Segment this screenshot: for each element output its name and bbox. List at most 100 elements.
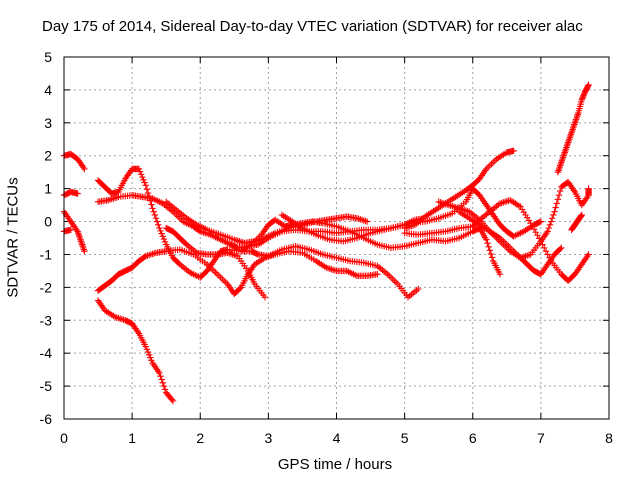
data-point — [542, 247, 550, 255]
data-point — [159, 379, 166, 386]
data-point — [579, 95, 586, 102]
data-point — [140, 176, 147, 184]
data-point — [144, 189, 152, 197]
data-point — [483, 236, 490, 243]
axis-tick-labels: 0 1 2 3 4 5 6 7 8 -6 -5 -4 -3 -2 -1 0 1 2 3 4 5 — [40, 49, 614, 446]
data-point — [161, 386, 169, 393]
data-point — [510, 147, 517, 154]
data-point — [541, 244, 548, 252]
data-point — [151, 211, 159, 219]
series-track-j — [162, 198, 371, 247]
data-point — [545, 224, 553, 232]
data-point — [74, 190, 81, 197]
data-point — [555, 192, 563, 199]
data-point — [142, 182, 149, 189]
y-tick-label: 1 — [44, 181, 52, 197]
data-point — [550, 211, 557, 219]
x-tick-label: 6 — [469, 430, 477, 446]
data-point — [556, 187, 564, 195]
y-tick-label: -3 — [40, 312, 53, 328]
y-tick-label: -2 — [40, 279, 53, 295]
y-tick-label: 0 — [44, 214, 52, 230]
data-point — [544, 228, 551, 235]
x-tick-label: 7 — [537, 430, 545, 446]
data-point — [156, 369, 163, 377]
data-point — [144, 348, 152, 356]
data-point — [149, 205, 156, 212]
data-point — [148, 357, 155, 364]
data-point — [488, 254, 496, 261]
data-point — [549, 215, 556, 222]
data-point — [486, 247, 493, 254]
data-point — [585, 185, 592, 192]
data-point — [161, 238, 169, 246]
series-track-f — [94, 297, 177, 405]
series-track-a — [60, 150, 88, 173]
data-point — [157, 373, 164, 380]
data-point — [152, 215, 160, 222]
data-points — [60, 81, 592, 405]
data-point — [145, 351, 153, 359]
data-point — [580, 92, 587, 99]
data-point — [553, 200, 560, 207]
data-point — [552, 204, 559, 211]
data-point — [496, 271, 504, 278]
series-track-i — [162, 224, 269, 301]
data-point — [578, 211, 585, 219]
series-track-p — [455, 208, 565, 278]
y-tick-label: -5 — [40, 378, 53, 394]
data-point — [155, 221, 162, 229]
data-point — [81, 247, 88, 255]
x-tick-label: 0 — [60, 430, 68, 446]
data-point — [578, 96, 585, 103]
series-track-q — [554, 81, 592, 176]
data-point — [585, 251, 592, 258]
data-point — [159, 233, 166, 240]
y-tick-label: 4 — [44, 82, 52, 98]
x-tick-label: 5 — [401, 430, 409, 446]
data-point — [551, 208, 558, 215]
data-point — [150, 208, 157, 215]
data-point — [484, 240, 491, 247]
data-point — [158, 230, 165, 237]
data-point — [143, 346, 151, 353]
data-point — [143, 185, 151, 193]
data-point — [539, 241, 546, 248]
data-point — [153, 218, 161, 225]
data-point — [537, 218, 545, 225]
data-point — [142, 343, 149, 350]
data-point — [544, 251, 551, 258]
data-point — [556, 245, 564, 253]
x-axis-label: GPS time / hours — [277, 456, 393, 473]
data-point — [487, 250, 495, 258]
data-point — [136, 168, 144, 175]
data-point — [147, 354, 154, 361]
series-track-r — [568, 211, 585, 233]
data-point — [138, 171, 145, 178]
y-tick-label: 3 — [44, 115, 52, 131]
data-point — [195, 227, 203, 234]
data-point — [169, 397, 177, 405]
plot-frame — [63, 56, 610, 420]
data-point — [546, 221, 554, 229]
data-point — [579, 93, 587, 101]
series-track-d — [60, 226, 75, 235]
data-point — [547, 218, 555, 225]
data-point — [160, 235, 168, 243]
data-point — [580, 91, 588, 98]
data-point — [81, 165, 88, 173]
data-point — [67, 226, 75, 233]
x-tick-label: 4 — [333, 430, 341, 446]
data-point — [554, 196, 562, 203]
data-point — [577, 212, 585, 219]
data-point — [236, 285, 244, 292]
data-point — [135, 165, 143, 173]
data-point — [168, 396, 176, 403]
y-tick-label: 5 — [44, 49, 52, 65]
y-tick-label: -6 — [40, 411, 53, 427]
data-point — [415, 285, 422, 293]
data-point — [160, 382, 168, 390]
x-tick-label: 3 — [264, 430, 272, 446]
x-tick-label: 1 — [128, 430, 136, 446]
